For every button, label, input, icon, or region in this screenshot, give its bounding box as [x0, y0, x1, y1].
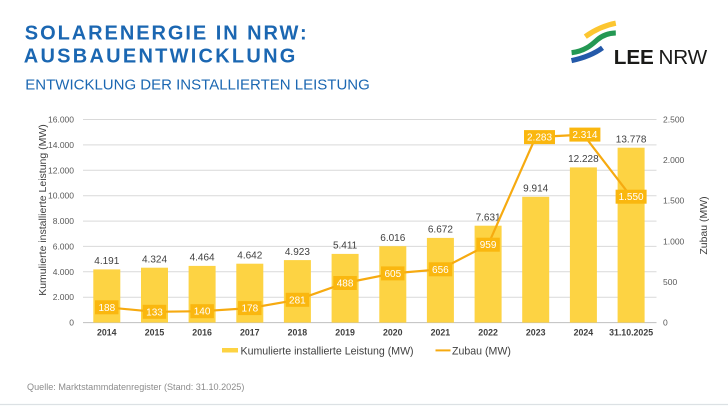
svg-text:2016: 2016	[192, 328, 212, 338]
svg-text:488: 488	[337, 279, 354, 290]
svg-text:Zubau (MW): Zubau (MW)	[452, 345, 511, 357]
svg-text:1.550: 1.550	[619, 192, 644, 203]
svg-text:2020: 2020	[383, 328, 403, 338]
svg-text:133: 133	[146, 307, 163, 318]
svg-text:10.000: 10.000	[48, 191, 74, 201]
svg-text:8.000: 8.000	[53, 216, 75, 226]
svg-text:14.000: 14.000	[48, 140, 74, 150]
svg-text:12.228: 12.228	[568, 154, 599, 165]
svg-text:2.500: 2.500	[663, 115, 685, 125]
svg-text:4.464: 4.464	[190, 253, 215, 264]
svg-text:2.283: 2.283	[527, 133, 552, 144]
svg-text:LEE: LEE	[614, 46, 654, 69]
svg-text:7.631: 7.631	[476, 212, 501, 223]
svg-text:281: 281	[289, 295, 306, 306]
svg-text:4.191: 4.191	[94, 256, 119, 267]
svg-text:2014: 2014	[97, 328, 117, 338]
svg-text:1.000: 1.000	[663, 236, 685, 246]
svg-text:1.500: 1.500	[663, 196, 685, 206]
svg-text:ENTWICKLUNG DER INSTALLIERTEN: ENTWICKLUNG DER INSTALLIERTEN LEISTUNG	[25, 76, 370, 93]
svg-text:2.000: 2.000	[53, 292, 75, 302]
svg-text:4.642: 4.642	[237, 250, 262, 261]
svg-text:178: 178	[241, 304, 258, 315]
svg-text:2.000: 2.000	[663, 155, 685, 165]
svg-text:6.016: 6.016	[380, 233, 405, 244]
svg-text:Quelle: Marktstammdatenregiste: Quelle: Marktstammdatenregister (Stand: …	[27, 382, 244, 392]
svg-text:4.923: 4.923	[285, 247, 310, 258]
svg-text:Kumulierte installierte Leistu: Kumulierte installierte Leistung (MW)	[37, 124, 49, 296]
svg-text:6.672: 6.672	[428, 225, 453, 236]
svg-text:188: 188	[98, 303, 115, 314]
svg-text:NRW: NRW	[659, 46, 708, 69]
svg-text:4.000: 4.000	[53, 267, 75, 277]
svg-text:959: 959	[480, 240, 497, 251]
svg-text:12.000: 12.000	[48, 165, 74, 175]
svg-text:2024: 2024	[574, 328, 594, 338]
svg-text:AUSBAUENTWICKLUNG: AUSBAUENTWICKLUNG	[24, 45, 298, 67]
svg-text:4.324: 4.324	[142, 254, 167, 265]
svg-text:9.914: 9.914	[523, 184, 548, 195]
svg-text:5.411: 5.411	[333, 241, 358, 252]
svg-text:2021: 2021	[431, 328, 451, 338]
svg-text:13.778: 13.778	[616, 134, 647, 145]
svg-text:2019: 2019	[335, 328, 355, 338]
svg-text:2017: 2017	[240, 328, 260, 338]
svg-text:656: 656	[432, 265, 449, 276]
svg-text:Kumulierte installierte Leistu: Kumulierte installierte Leistung (MW)	[241, 345, 414, 357]
svg-text:140: 140	[194, 307, 211, 318]
svg-text:Zubau (MW): Zubau (MW)	[698, 196, 710, 254]
svg-text:SOLARENERGIE IN NRW:: SOLARENERGIE IN NRW:	[25, 23, 309, 45]
svg-text:2018: 2018	[288, 328, 308, 338]
svg-text:2022: 2022	[478, 328, 498, 338]
svg-text:2015: 2015	[145, 328, 165, 338]
svg-text:605: 605	[384, 269, 401, 280]
svg-text:16.000: 16.000	[48, 115, 74, 125]
svg-text:2023: 2023	[526, 328, 546, 338]
svg-text:6.000: 6.000	[53, 241, 75, 251]
svg-text:0: 0	[69, 318, 74, 328]
svg-text:500: 500	[663, 277, 677, 287]
svg-text:31.10.2025: 31.10.2025	[609, 328, 653, 338]
svg-text:2.314: 2.314	[572, 130, 597, 141]
svg-text:0: 0	[663, 318, 668, 328]
